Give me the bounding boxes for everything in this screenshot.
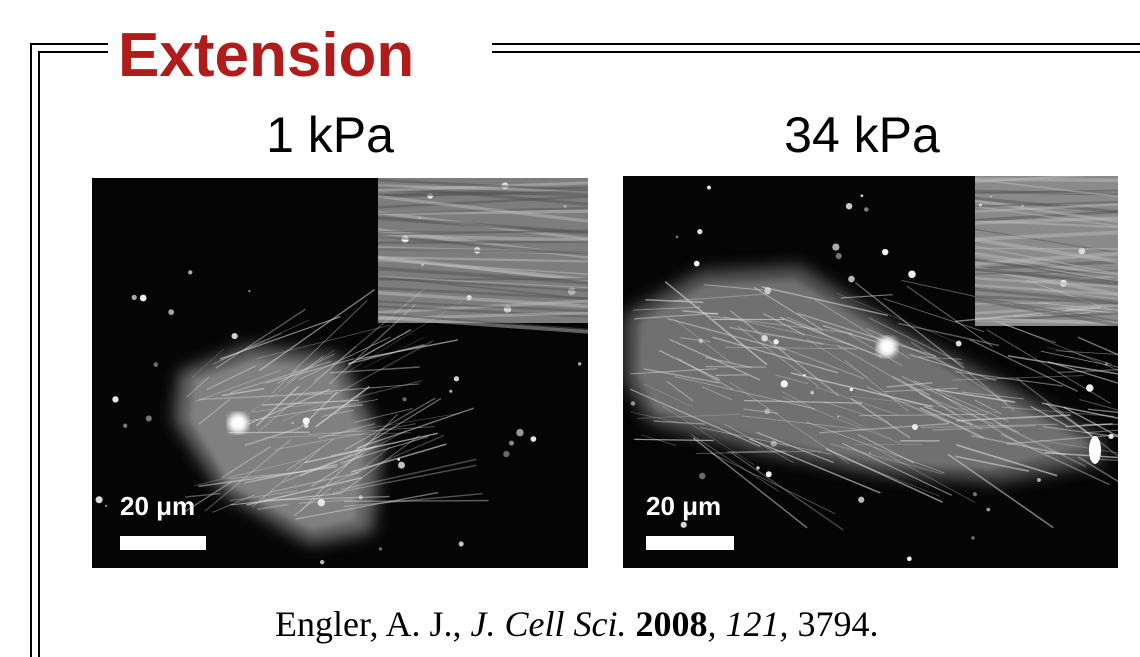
citation-part: , 121, [708,604,789,644]
scale-label: 20 μm [120,491,195,521]
fiber [715,375,748,376]
speck [907,557,912,562]
speck [454,376,459,381]
speck [449,390,452,393]
speck [699,473,705,479]
speck [188,270,192,274]
speck [971,536,974,539]
speck [764,287,771,294]
speck [803,374,805,376]
citation-part: 3794. [789,604,879,644]
speck [503,451,509,457]
inset-streak [975,248,1118,249]
bright-spot [228,413,248,433]
speck [168,309,174,315]
speck [912,424,918,430]
speck [303,417,310,424]
speck [123,424,127,428]
speck [837,416,839,418]
speck [96,496,103,503]
speck [1086,384,1093,391]
scale-bar [120,536,206,550]
inset-streak [975,179,1118,180]
speck [773,339,778,344]
speck [764,409,770,415]
speck [509,441,514,446]
speck [153,362,158,367]
panel-label: 34 kPa [784,107,940,163]
scale-bar [646,536,734,550]
speck [459,541,464,546]
speck [397,458,400,461]
scale-label: 20 μm [646,491,721,521]
speck [132,295,137,300]
fiber [705,366,766,367]
speck [676,236,679,239]
speck [232,333,238,339]
speck [318,499,325,506]
speck [1037,478,1041,482]
citation-part: J. Cell Sci. [471,604,627,644]
speck [516,429,523,436]
speck [146,415,152,421]
speck [140,295,147,302]
speck [697,229,702,234]
speck [836,253,842,259]
speck [858,497,864,503]
speck [398,462,405,469]
speck [1105,362,1108,365]
speck [846,203,852,209]
inset-streak [378,242,588,243]
speck [860,194,863,197]
speck [771,440,777,446]
bright-spot [1089,436,1101,464]
citation: Engler, A. J., J. Cell Sci. 2008, 121, 3… [275,604,879,644]
speck [810,391,814,395]
speck [292,422,294,424]
panel-label: 1 kPa [266,107,394,163]
speck [1108,434,1113,439]
speck [761,335,768,342]
speck [402,397,406,401]
speck [379,547,382,550]
speck [564,205,567,208]
speck [766,471,772,477]
slide: Extension 1 kPa 34 kPa 20 μm 20 μm Engle… [0,0,1140,657]
speck [908,271,916,279]
citation-part: 2008 [636,604,708,644]
speck [990,196,992,198]
speck [864,207,868,211]
speck [568,288,576,296]
speck [531,436,537,442]
speck [112,396,118,402]
speck [707,186,711,190]
speck [882,249,888,255]
speck [631,401,635,405]
speck [320,560,324,564]
speck [869,453,871,455]
speck [756,466,759,469]
speck [578,362,581,365]
speck [248,290,250,292]
speck [359,495,363,499]
slide-title: Extension [118,21,414,90]
speck [694,261,700,267]
speck [956,341,962,347]
citation-part [627,604,636,644]
bright-spot [877,337,897,357]
speck [850,388,853,391]
speck [848,276,855,283]
speck [781,380,788,387]
citation-part: Engler, A. J., [275,604,471,644]
speck [986,508,990,512]
speck [105,505,107,507]
speck [699,339,704,344]
speck [973,492,977,496]
fiber [344,501,489,502]
speck [681,522,687,528]
speck [832,243,839,250]
